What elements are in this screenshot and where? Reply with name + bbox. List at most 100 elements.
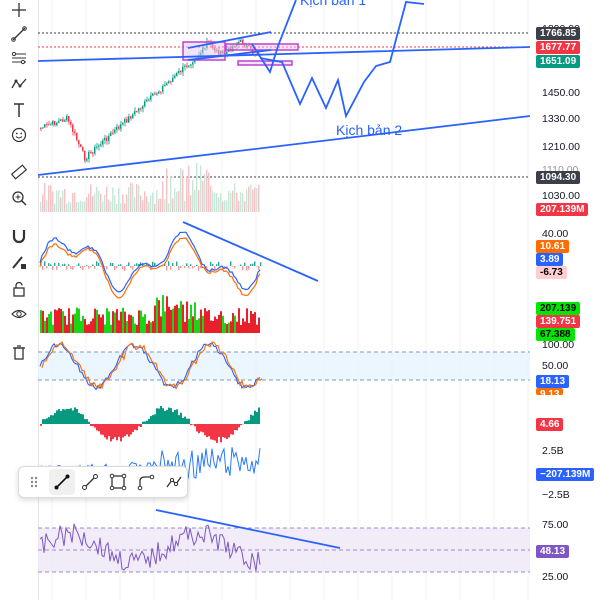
- volume-bar: [128, 187, 130, 212]
- fib-icon[interactable]: [7, 46, 31, 70]
- volume-bar: [164, 198, 166, 212]
- macd-hist-bar: [180, 266, 182, 269]
- vol-bar: [136, 324, 138, 333]
- candle-body: [168, 81, 170, 84]
- osc-bar: [228, 424, 230, 438]
- rsi-value: 48.13: [536, 545, 570, 558]
- lock-icon[interactable]: [7, 277, 31, 301]
- pattern-icon[interactable]: [7, 72, 31, 96]
- support-trendline[interactable]: [38, 115, 530, 176]
- crosshair-icon[interactable]: [7, 0, 31, 22]
- zoom-in-icon[interactable]: [7, 186, 31, 210]
- osc-bar: [160, 406, 162, 424]
- vol-bar: [196, 320, 198, 333]
- volume-bar: [154, 203, 156, 212]
- osc-bar: [220, 424, 222, 443]
- polyline-tool-icon[interactable]: [161, 469, 187, 495]
- vol-bar: [96, 309, 98, 333]
- volume-bar: [228, 191, 230, 212]
- trendline-icon[interactable]: [7, 22, 31, 46]
- candle-body: [98, 145, 100, 147]
- candle-body: [130, 116, 132, 119]
- volume-bar: [80, 200, 82, 212]
- volume-bar: [140, 195, 142, 212]
- volume-bar: [234, 183, 236, 212]
- macd-hist-bar: [184, 266, 186, 269]
- vol-bar: [202, 315, 204, 333]
- candle-body: [52, 121, 54, 125]
- osc-bar: [136, 424, 138, 431]
- osc-bar: [224, 424, 226, 438]
- macd-value: 3.89: [536, 253, 564, 266]
- path-tool-icon[interactable]: [133, 469, 159, 495]
- eye-icon[interactable]: [7, 302, 31, 326]
- volume-bar: [54, 203, 56, 212]
- rsi-divergence-line[interactable]: [155, 509, 341, 549]
- vol-bar: [204, 308, 206, 333]
- drag-handle-icon[interactable]: [21, 469, 47, 495]
- osc-bar: [212, 424, 214, 440]
- macd-divergence-line[interactable]: [182, 221, 319, 282]
- osc-bar: [56, 410, 58, 424]
- volume-bar: [236, 192, 238, 212]
- stoch-band: [38, 352, 530, 380]
- text-icon[interactable]: [7, 98, 31, 122]
- osc-bar: [158, 408, 160, 424]
- vol-bar: [238, 308, 240, 333]
- osc-bar: [104, 424, 106, 438]
- channel-top-line[interactable]: [187, 31, 272, 49]
- chart-canvas[interactable]: [38, 0, 530, 600]
- vol-bar: [110, 324, 112, 333]
- vol-bar: [210, 320, 212, 333]
- macd-hist-bar: [120, 264, 122, 266]
- ray-tool-icon[interactable]: [77, 469, 103, 495]
- magnet-icon[interactable]: [7, 224, 31, 248]
- osc-bar: [90, 424, 92, 427]
- horizontal-trendline[interactable]: [38, 46, 530, 62]
- vol-bar: [68, 308, 70, 333]
- vol-bar: [102, 314, 104, 333]
- volume-bar: [208, 172, 210, 212]
- zone-box-2[interactable]: [225, 43, 299, 51]
- volume-bar: [192, 179, 194, 212]
- candle-body: [166, 83, 168, 85]
- macd-hist-bar: [42, 266, 44, 271]
- ruler-icon[interactable]: [7, 160, 31, 184]
- emoji-icon[interactable]: [7, 123, 31, 147]
- vol-bar: [212, 320, 214, 333]
- pencil-lock-icon[interactable]: [7, 250, 31, 274]
- candle-body: [68, 116, 70, 122]
- osc-bar: [206, 424, 208, 438]
- volume-bar: [78, 202, 80, 212]
- vol-bar: [134, 323, 136, 333]
- volume-bar: [254, 187, 256, 212]
- osc-bar: [148, 418, 150, 424]
- osc-bar: [174, 409, 176, 424]
- volume-bar: [250, 184, 252, 212]
- candle-body: [180, 70, 182, 73]
- vol-bar: [216, 319, 218, 333]
- tick-1330: 1330.00: [542, 113, 580, 125]
- osc-bar: [154, 414, 156, 424]
- rectangle-tool-icon[interactable]: [105, 469, 131, 495]
- osc-bar: [226, 424, 228, 440]
- vol-avg-value: 67.388: [536, 328, 575, 341]
- volume-bar: [238, 200, 240, 212]
- volume-bar: [188, 165, 190, 212]
- trash-icon[interactable]: [7, 340, 31, 364]
- volume-bar: [162, 181, 164, 212]
- osc-bar: [70, 408, 72, 424]
- price-axis[interactable]: 1890.00 1766.85 1677.77 1651.09 1450.00 …: [530, 0, 600, 600]
- left-toolbar: [0, 0, 39, 600]
- volume-bar: [60, 197, 62, 212]
- osc-bar: [72, 410, 74, 424]
- macd-hist-bar: [244, 262, 246, 266]
- osc-bar: [192, 424, 194, 425]
- macd-hist-bar: [130, 266, 132, 269]
- scenario-2-path[interactable]: [259, 1, 425, 119]
- volume-bar: [110, 201, 112, 212]
- osc-bar: [88, 421, 90, 424]
- volume-bar: [124, 203, 126, 212]
- volume-bar: [224, 200, 226, 212]
- trendline-tool-icon[interactable]: [49, 469, 75, 495]
